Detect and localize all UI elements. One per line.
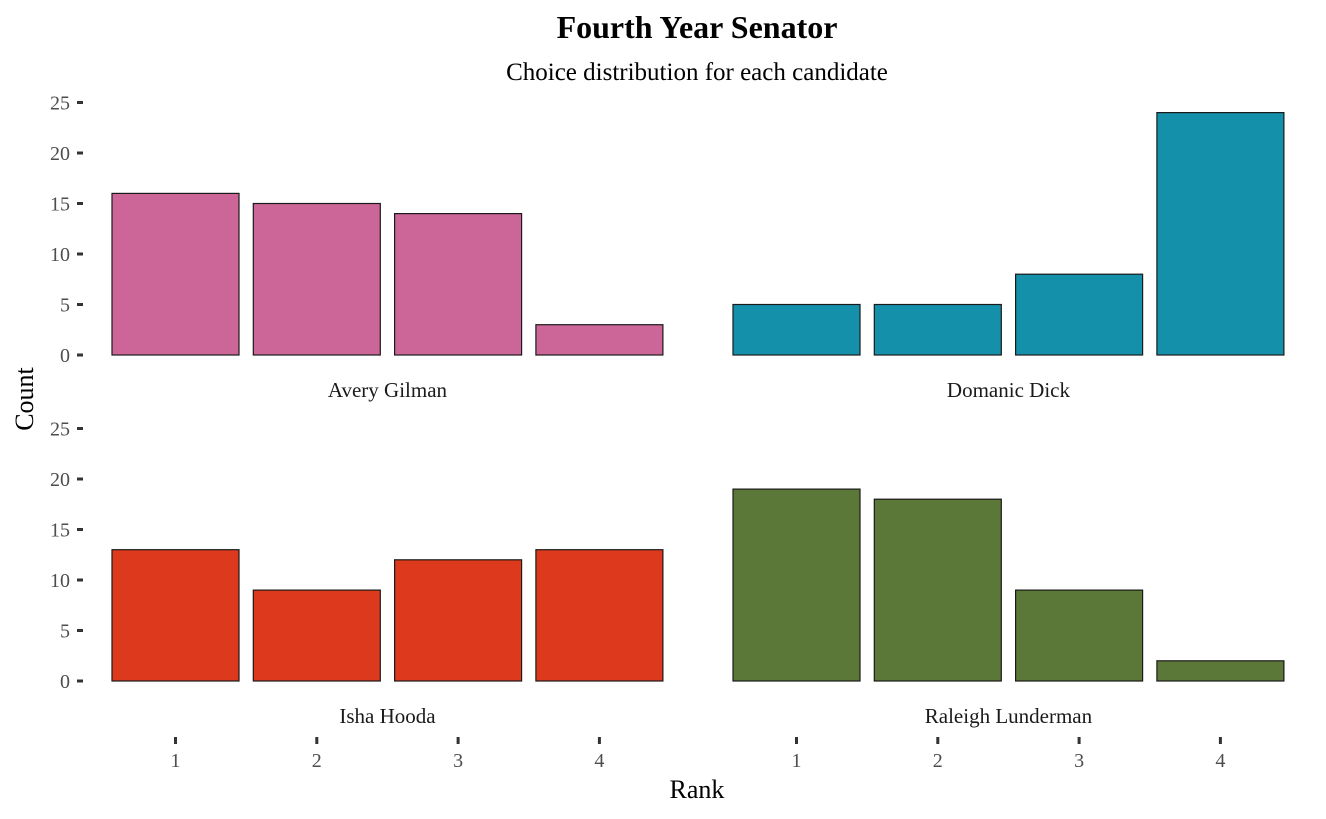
y-tick-label: 5 <box>60 295 70 317</box>
bar <box>394 213 523 356</box>
plot-area: Avery Gilman Domanic Dick Isha Hooda Raleig… <box>50 93 1285 772</box>
y-tick-label: 0 <box>60 671 70 693</box>
x-tick-label: 1 <box>792 750 802 772</box>
x-tick-label: 4 <box>594 750 604 772</box>
y-tick-label: 20 <box>50 469 70 491</box>
bar <box>732 303 861 356</box>
x-axis-title: Rank <box>670 775 725 804</box>
y-tick-label: 10 <box>50 244 70 266</box>
y-tick-label: 25 <box>50 419 70 441</box>
y-axis-title: Count <box>10 366 39 430</box>
y-tick-label: 0 <box>60 345 70 367</box>
y-tick-label: 5 <box>60 621 70 643</box>
x-tick-label: 1 <box>171 750 181 772</box>
bar <box>873 498 1002 682</box>
facet-label: Avery Gilman <box>328 378 448 402</box>
x-tick-label: 4 <box>1215 750 1225 772</box>
bar <box>252 589 381 682</box>
facet-label: Raleigh Lunderman <box>925 704 1093 728</box>
bar <box>732 488 861 682</box>
bar <box>535 549 664 682</box>
bar <box>111 549 240 682</box>
y-tick-label: 10 <box>50 570 70 592</box>
facet-label: Domanic Dick <box>947 378 1071 402</box>
x-tick-label: 2 <box>312 750 322 772</box>
bar <box>111 192 240 356</box>
y-tick-label: 15 <box>50 194 70 216</box>
x-tick-label: 3 <box>1074 750 1084 772</box>
y-tick-label: 25 <box>50 93 70 115</box>
bar <box>535 324 664 356</box>
y-tick-label: 20 <box>50 143 70 165</box>
bar <box>1156 660 1285 682</box>
x-tick-label: 3 <box>453 750 463 772</box>
chart-subtitle: Choice distribution for each candidate <box>506 59 888 86</box>
bar <box>1156 111 1285 356</box>
bar <box>394 559 523 682</box>
facet-label: Isha Hooda <box>339 704 436 728</box>
bar <box>252 202 381 356</box>
y-tick-label: 15 <box>50 520 70 542</box>
bar <box>873 303 1002 356</box>
chart-title: Fourth Year Senator <box>557 9 838 45</box>
bar <box>1014 589 1144 682</box>
x-tick-label: 2 <box>933 750 943 772</box>
bar <box>1014 273 1144 356</box>
